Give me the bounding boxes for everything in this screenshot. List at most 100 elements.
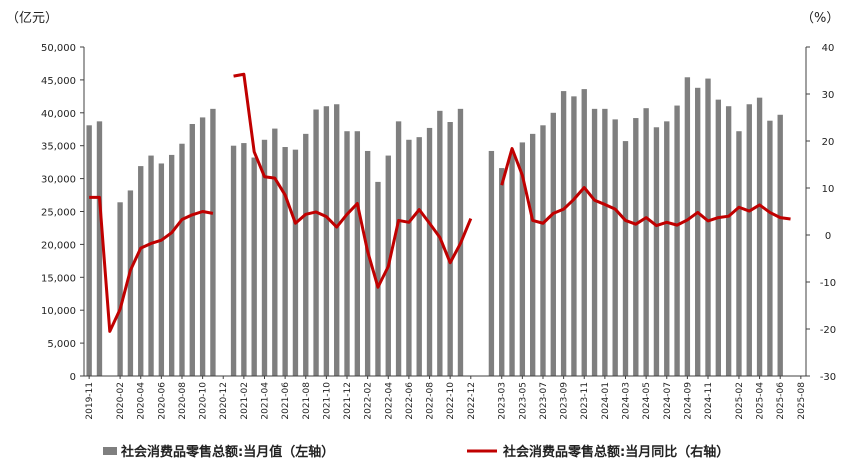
bar-2024-11 [705,78,711,376]
x-tick-label: 2022-02 [364,382,374,420]
bar-2021-07 [292,149,299,376]
left-tick-label: 35,000 [41,142,76,153]
x-tick-label: 2024-05 [642,382,652,420]
left-tick-label: 45,000 [41,76,76,87]
bar-2023-09 [560,91,567,376]
bar-2023-02 [488,150,495,376]
x-tick-label: 2021-06 [281,382,291,420]
x-tick-label: 2023-09 [560,382,570,420]
bar-2022-05 [395,121,402,376]
yoy-line-segment-3 [500,147,791,228]
bar-2023-05 [519,142,526,376]
bar-2025-06 [777,114,783,377]
legend-line-label: 社会消费品零售总额:当月同比（右轴） [502,444,729,460]
bar-2021-06 [282,147,288,376]
x-tick-label: 2020-02 [116,382,126,420]
right-tick-label: -10 [820,278,836,289]
x-tick-label: 2019-11 [85,382,95,420]
right-tick-label: 0 [825,231,831,242]
bar-2023-04 [509,153,515,376]
right-tick-label: -20 [820,325,836,336]
bar-2021-11 [334,104,340,376]
right-tick-label: 40 [822,43,835,54]
bar-2022-07 [416,137,422,376]
bar-2020-06 [158,163,165,376]
bar-2025-03 [746,104,752,376]
x-tick-label: 2022-08 [426,382,436,420]
legend: 社会消费品零售总额:当月值（左轴） 社会消费品零售总额:当月同比（右轴） [103,444,729,460]
bar-2024-05 [643,108,649,376]
x-tick-label: 2023-07 [539,382,549,420]
bar-2024-03 [622,141,629,376]
x-tick-label: 2024-01 [601,382,611,420]
bar-2024-04 [633,118,639,376]
bar-2021-10 [323,106,330,376]
x-tick-label: 2020-06 [157,382,167,420]
bar-2022-03 [375,181,381,376]
line-layer [89,72,791,333]
bar-2024-01 [602,108,608,376]
bar-2025-02 [736,131,742,376]
left-tick-label: 10,000 [41,306,76,317]
bar-2020-09 [189,123,195,377]
bar-2021-05 [272,128,278,376]
bar-2020-08 [179,143,185,376]
x-tick-label: 2024-11 [704,382,714,420]
x-tick-label: 2021-02 [240,382,250,420]
bar-2022-02 [364,150,371,376]
x-tick-label: 2021-08 [302,382,312,420]
bar-2023-06 [529,133,536,376]
x-tick-label: 2025-08 [797,382,807,420]
bar-2023-10 [571,96,577,376]
bar-2022-09 [437,110,443,376]
bar-2022-08 [426,127,433,377]
bar-2024-07 [664,121,670,376]
bar-2024-12 [715,99,722,376]
bar-2023-03 [499,168,505,376]
bar-2020-05 [148,155,154,376]
right-tick-label: -30 [820,372,836,383]
bar-2020-04 [138,166,144,376]
bar-2021-12 [344,131,350,376]
bar-2023-08 [550,112,556,377]
x-tick-label: 2021-10 [322,382,332,420]
x-tick-label: 2025-02 [735,382,745,420]
right-tick-label: 30 [822,90,835,101]
bar-2024-08 [674,105,680,376]
left-tick-label: 40,000 [41,109,76,120]
bar-2021-01 [230,145,237,376]
left-axis-unit: （亿元） [6,11,58,26]
x-tick-label: 2022-06 [405,382,415,420]
bar-2023-12 [591,108,598,376]
bar-2025-04 [756,97,763,377]
bar-2024-09 [684,77,691,377]
x-tick-label: 2025-06 [776,382,786,420]
right-tick-label: 10 [822,184,835,195]
right-axis-unit: （%） [801,11,839,26]
yoy-line-segment-1 [89,195,214,333]
x-tick-label: 2023-11 [580,382,590,420]
bar-2022-10 [447,122,453,376]
left-tick-label: 0 [70,372,76,383]
bar-2024-02 [612,119,618,376]
legend-bar-swatch [103,447,117,455]
bar-2024-06 [653,127,660,376]
bar-2021-08 [303,133,309,376]
bar-2020-10 [199,117,206,376]
bar-2020-07 [168,154,175,376]
x-tick-label: 2021-04 [261,382,271,420]
bar-2021-02 [241,143,247,376]
bar-2025-01 [725,106,732,376]
bar-2020-03 [127,190,134,376]
right-tick-label: 20 [822,137,835,148]
left-tick-label: 30,000 [41,175,76,186]
left-tick-label: 15,000 [41,273,76,284]
bar-2021-03 [251,157,257,376]
bar-2024-10 [695,87,701,377]
bar-2023-07 [540,125,546,376]
left-tick-label: 25,000 [41,208,76,219]
bar-2023-11 [581,89,587,377]
x-tick-label: 2021-12 [343,382,353,420]
